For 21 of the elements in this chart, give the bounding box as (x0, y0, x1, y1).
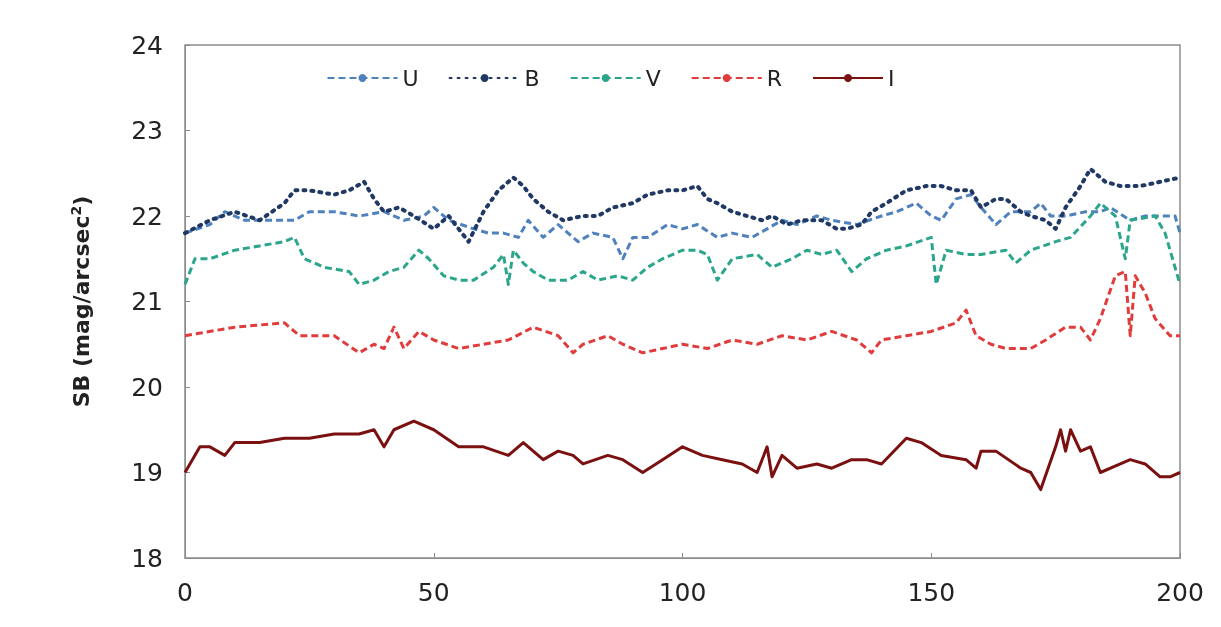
x-tick-label: 200 (1156, 578, 1204, 607)
x-tick-label: 100 (658, 578, 707, 607)
y-tick-label: 18 (131, 543, 163, 573)
y-tick-label: 21 (131, 287, 163, 316)
x-tick-label: 50 (417, 578, 450, 607)
x-tick-label: 0 (177, 578, 193, 607)
y-tick-label: 24 (131, 30, 163, 60)
y-tick-label: 22 (131, 201, 163, 231)
y-axis-title: SB (mag/arcsec2) (68, 195, 94, 408)
legend-label: B (524, 65, 540, 91)
line-series (183, 270, 1182, 355)
legend-label: I (888, 65, 895, 91)
y-tick-label: 20 (131, 372, 163, 402)
line-series (183, 201, 1182, 286)
y-tick-label: 23 (131, 116, 163, 145)
legend-label: R (766, 65, 783, 91)
legend-label: U (402, 65, 419, 91)
line-series (183, 419, 1182, 492)
x-tick-label: 150 (907, 578, 956, 607)
legend-label: V (645, 65, 661, 91)
y-tick-label: 19 (131, 458, 163, 487)
